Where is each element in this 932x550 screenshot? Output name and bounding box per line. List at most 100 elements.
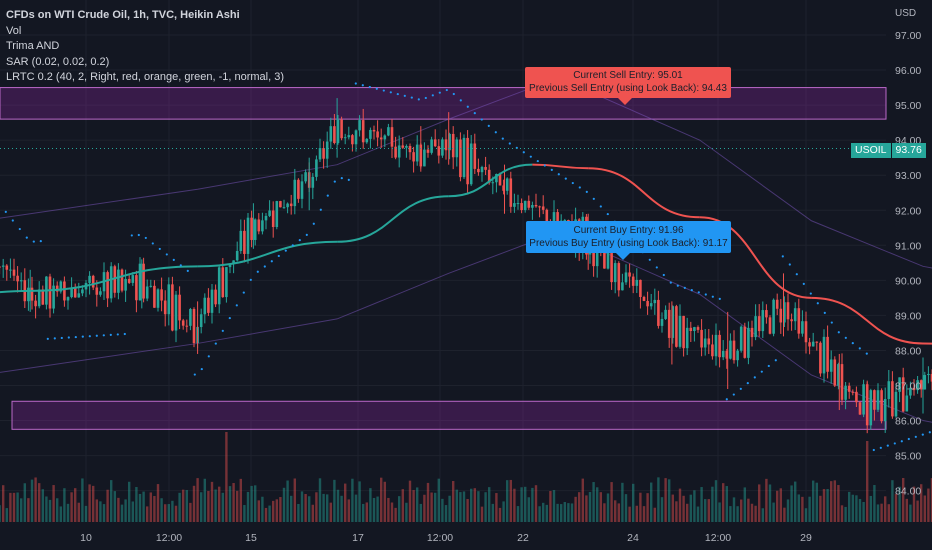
volume-bar (560, 504, 563, 522)
candle-body (725, 351, 729, 359)
candle-body (300, 181, 304, 199)
candle (354, 129, 358, 152)
candle-body (505, 178, 509, 191)
sar-dot (284, 249, 287, 252)
volume-bar (891, 480, 894, 522)
candle (822, 329, 826, 383)
candle-body (318, 148, 322, 160)
price-axis[interactable]: USD97.0096.0095.0094.0093.0092.0091.0090… (0, 8, 921, 498)
sar-dot (354, 82, 357, 85)
candle (192, 307, 196, 348)
volume-bar (221, 492, 224, 522)
candle-body (783, 302, 786, 323)
volume-bar (48, 499, 52, 522)
candle (91, 274, 95, 291)
volume-bar (311, 504, 314, 522)
time-axis[interactable]: 10 12:00 15 17 12:00 22 24 12:00 29 (80, 532, 812, 544)
trima-segment (699, 216, 812, 299)
candle-body (239, 230, 243, 251)
candle-body (181, 320, 185, 326)
candle-body (819, 342, 822, 374)
candle-body (444, 139, 448, 151)
candle (199, 308, 203, 334)
sar-dot (921, 433, 924, 436)
zone-support (11, 400, 887, 430)
candle-body (775, 299, 779, 309)
volume-bar (250, 485, 253, 522)
sar-dot (606, 212, 609, 216)
buy-entry-current: Current Buy Entry: 91.96 (573, 225, 684, 236)
volume-bar (513, 488, 516, 522)
candle-body (513, 203, 516, 207)
last-price-label[interactable]: USOIL 93.76 (851, 143, 926, 158)
candle (59, 280, 63, 294)
volume-bar (480, 506, 484, 522)
trima-segment (337, 195, 449, 243)
sar-dot (781, 255, 784, 258)
candle-body (264, 215, 268, 221)
volume-bar (660, 497, 664, 522)
legend-sar[interactable]: SAR (0.02, 0.02, 0.2) (6, 55, 110, 68)
candle-body (523, 200, 527, 211)
legend-trima[interactable]: Trima AND (6, 40, 60, 52)
volume-bar (92, 485, 95, 522)
volume-bar (930, 478, 932, 522)
ticker-symbol: USOIL (851, 143, 891, 158)
volume-bar (459, 492, 462, 522)
candle (318, 138, 322, 162)
volume-bar (99, 501, 102, 522)
legend-lrtc[interactable]: LRTC 0.2 (40, 2, Right, red, orange, gre… (6, 71, 284, 83)
sar-dot (466, 105, 469, 108)
volume-bar (160, 498, 163, 522)
candle-body (545, 209, 549, 222)
candle-body (541, 206, 545, 210)
candle (880, 388, 883, 424)
candle-body (383, 135, 387, 140)
candle (415, 135, 419, 166)
sar-dot (795, 273, 798, 276)
volume-bar (189, 502, 192, 522)
sar-dot (375, 87, 378, 90)
candle (635, 268, 639, 293)
candle-body (120, 269, 124, 291)
legend-title[interactable]: CFDs on WTI Crude Oil, 1h, TVC, Heikin A… (6, 9, 240, 21)
candle-body (822, 336, 826, 374)
candle-body (210, 289, 214, 313)
candle-body (714, 334, 718, 357)
volume-bar (758, 484, 761, 522)
candle (253, 218, 257, 246)
candle (171, 276, 174, 332)
candle-body (261, 220, 264, 232)
candle-body (675, 306, 678, 347)
volume-bar (5, 508, 8, 522)
candle (815, 341, 819, 351)
sar-dot (333, 180, 336, 183)
candle-body (91, 275, 95, 288)
candle (271, 201, 275, 238)
volume-bar (714, 480, 718, 522)
sar-dot (417, 98, 420, 101)
candle (333, 114, 336, 145)
volume-bar (603, 503, 606, 522)
candle-body (552, 212, 556, 226)
candle-body (5, 265, 9, 270)
sar-dot (319, 208, 322, 211)
candle-body (329, 126, 333, 142)
sar-dot (95, 334, 98, 337)
volume-bar (462, 491, 466, 522)
candle-body (423, 149, 426, 167)
candle (394, 136, 397, 160)
candle (887, 369, 891, 408)
candle-body (48, 276, 52, 309)
volume-bar (549, 491, 552, 522)
price-tick-label: 90.00 (895, 275, 921, 287)
volume-bar (326, 494, 329, 522)
sar-dot (543, 164, 546, 167)
sar-dot (186, 269, 189, 273)
volume-bar (300, 491, 304, 522)
candle-body (858, 402, 862, 415)
volume-bar (156, 484, 160, 522)
legend-volume[interactable]: Vol (6, 24, 22, 37)
candle (757, 304, 761, 337)
